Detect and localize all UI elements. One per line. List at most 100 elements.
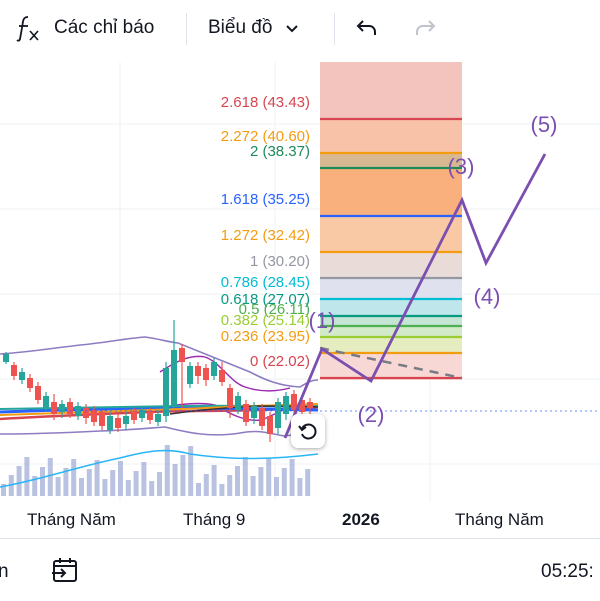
candlesticks	[3, 320, 313, 442]
candle-body	[195, 366, 201, 376]
candle-body	[11, 365, 17, 376]
candle-body	[3, 354, 9, 362]
volume-bar	[79, 478, 84, 496]
candle-body	[35, 386, 41, 400]
candle-body	[227, 388, 233, 408]
candle-body	[275, 402, 281, 428]
chart-canvas[interactable]: 2.618 (43.43) 2.272 (40.60)2 (38.37) 1.618…	[0, 62, 600, 502]
chart-type-button[interactable]: Biểu đồ	[208, 0, 302, 56]
volume-bar	[157, 472, 162, 496]
fib-trend-line	[319, 346, 463, 380]
candle-body	[115, 418, 121, 428]
candle-body	[243, 404, 249, 422]
candle-body	[307, 402, 313, 408]
fib-zones	[320, 62, 462, 380]
undo-icon	[356, 20, 376, 35]
time-axis-label: 2026	[342, 510, 380, 529]
volume-bar	[94, 460, 100, 496]
candle-body	[219, 370, 225, 382]
fib-level-labels: 2.618 (43.43) 2.272 (40.60)2 (38.37) 1.618…	[221, 94, 310, 370]
fib-zone	[320, 168, 462, 216]
bollinger-upper	[0, 336, 319, 388]
volume-bar	[242, 457, 248, 496]
volume-bar	[71, 459, 77, 496]
time-axis-label: Tháng Năm	[27, 510, 116, 529]
volume-bar	[227, 475, 233, 496]
volume-bar	[266, 458, 272, 496]
timeframe-text[interactable]: n	[0, 561, 9, 582]
time-axis-label: Tháng Năm	[455, 510, 544, 529]
volume-bar	[196, 483, 201, 496]
wave-label: (5)	[531, 112, 558, 137]
price-chart[interactable]: 2.618 (43.43) 2.272 (40.60) 2 (38.37) 1.618…	[0, 62, 600, 502]
volume-bar	[281, 468, 287, 496]
candle-body	[139, 410, 145, 418]
fib-level-label: 0.5 (26.11)	[239, 301, 310, 318]
time-axis[interactable]: Tháng Năm Tháng 9 2026 Tháng Năm	[0, 502, 600, 538]
candle-body	[67, 402, 73, 414]
fib-level-label: 2.272 (40.60)	[221, 128, 310, 145]
wave-label: (1)	[309, 308, 336, 333]
volume-bar	[86, 469, 92, 496]
fib-zone	[320, 326, 462, 337]
reset-chart-button[interactable]	[291, 414, 325, 448]
clock-time: 05:25:	[541, 561, 594, 582]
fib-level-label: 1 (30.20)	[250, 253, 310, 270]
redo-button[interactable]	[412, 0, 438, 56]
candle-body	[187, 366, 193, 384]
candle-body	[19, 372, 25, 380]
candle-body	[267, 416, 273, 434]
fib-zone	[320, 252, 462, 278]
candle-body	[123, 416, 129, 424]
fib-zone	[320, 299, 462, 316]
indicators-button[interactable]: Các chỉ báo	[14, 0, 154, 56]
candle-body	[155, 414, 161, 422]
candle-body	[179, 348, 185, 362]
candle-body	[211, 362, 217, 376]
volume-bar	[211, 465, 217, 496]
elliott-wave-labels: (1) (2) (3) (4) (5)	[309, 112, 558, 427]
volume-bar	[180, 455, 186, 496]
volume-bar	[305, 469, 311, 496]
candle-body	[51, 402, 57, 414]
candle-body	[171, 350, 177, 406]
volume-bar	[133, 471, 139, 496]
volume-bar	[235, 466, 240, 496]
chart-type-label: Biểu đồ	[208, 17, 273, 38]
fib-zone	[320, 216, 462, 252]
volume-bar	[40, 467, 45, 496]
volume-bar	[110, 470, 116, 496]
volume-bar	[203, 474, 209, 496]
volume-bar	[149, 481, 155, 496]
goto-date-button[interactable]	[50, 555, 80, 590]
candle-body	[27, 378, 33, 388]
fib-zone	[320, 119, 462, 153]
calendar-goto-icon	[52, 558, 77, 582]
volume-bar	[32, 476, 38, 496]
candle-body	[299, 400, 305, 412]
volume-bar	[172, 464, 178, 496]
undo-button[interactable]	[354, 0, 380, 56]
volume-bar	[289, 459, 295, 496]
volume-bar	[219, 484, 225, 496]
wave-label: (4)	[474, 284, 501, 309]
fib-level-label: 0.618 (27.07)	[221, 291, 310, 308]
volume-bar	[55, 477, 61, 496]
toolbar-divider	[186, 13, 187, 45]
candle-body	[259, 408, 265, 426]
candle-body	[59, 404, 65, 412]
fib-level-label: 0.786 (28.45)	[221, 274, 310, 291]
volume-ma	[0, 449, 319, 488]
volume-bar	[164, 445, 170, 496]
candle-body	[107, 416, 113, 430]
candle-body	[75, 406, 81, 416]
fib-level-label: 0 (22.02)	[250, 353, 310, 370]
fib-level-label: 1.618 (35.25)	[221, 191, 310, 208]
candle-body	[283, 396, 289, 414]
toolbar-divider	[334, 13, 335, 45]
candle-body	[291, 394, 297, 410]
fib-zone	[320, 337, 462, 353]
fib-zone	[320, 353, 462, 378]
fib-zone	[320, 316, 462, 326]
elliott-wave-line	[283, 153, 547, 439]
